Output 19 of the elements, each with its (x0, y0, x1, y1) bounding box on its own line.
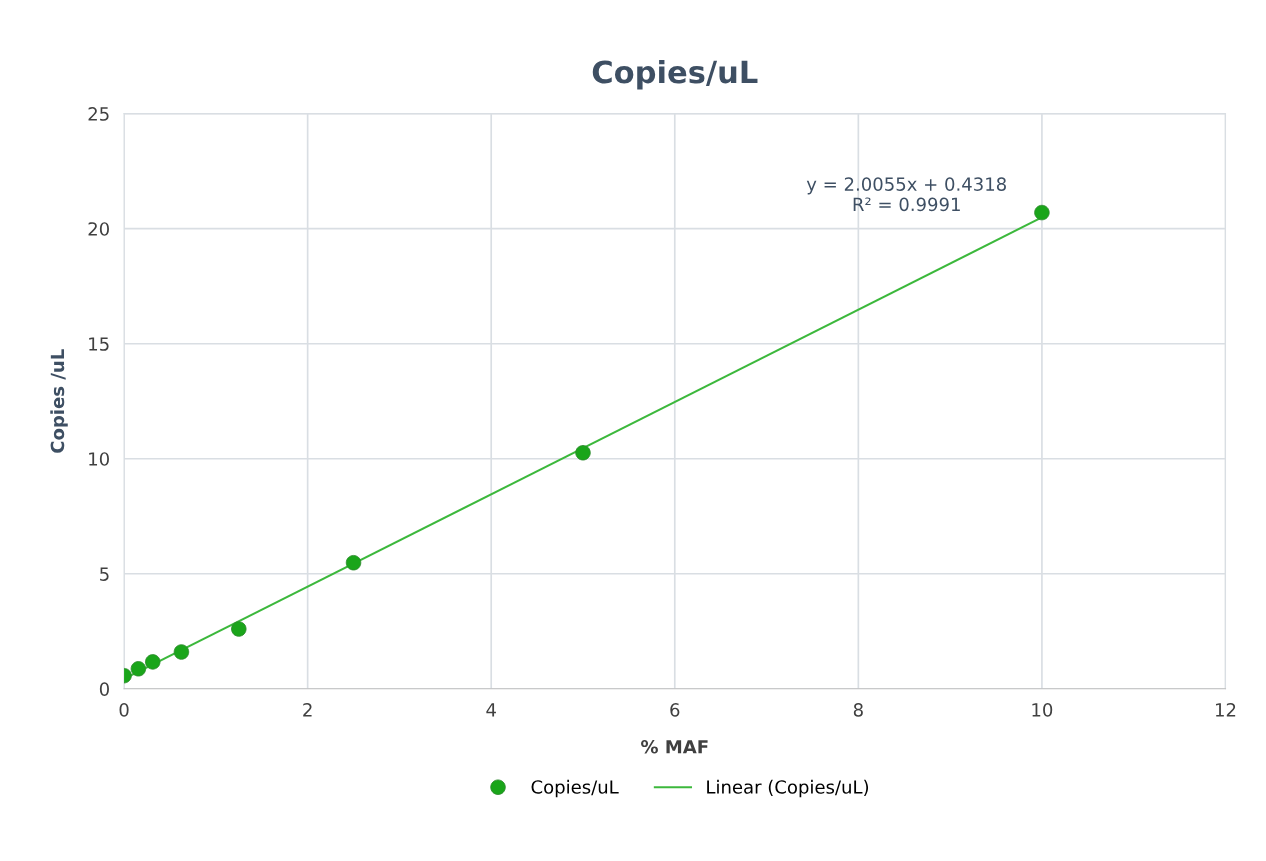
x-tick-label: 8 (853, 703, 863, 717)
legend-label: Linear (Copies/uL) (707, 779, 869, 798)
y-tick-label: 5 (100, 567, 109, 581)
x-tick-label: 6 (670, 703, 680, 717)
x-tick-label: 0 (119, 703, 129, 717)
y-tick-label: 10 (89, 452, 109, 466)
x-tick-label: 4 (486, 703, 496, 717)
chart-title: Copies/uL (592, 59, 758, 90)
legend-label: Copies/uL (531, 779, 619, 798)
y-tick-label: 20 (88, 222, 109, 236)
y-tick-label: 0 (99, 682, 109, 696)
x-axis-title: % MAF (641, 739, 708, 754)
y-tick-label: 15 (89, 337, 109, 351)
x-tick-label: 2 (303, 703, 312, 717)
x-tick-label: 12 (1215, 703, 1236, 717)
x-tick-label: 10 (1032, 703, 1053, 717)
y-axis-title: Copies /uL (50, 349, 68, 453)
annotation: y = 2.0055x + 0.4318 R² = 0.9991 (806, 177, 1006, 212)
y-tick-label: 25 (88, 107, 109, 121)
